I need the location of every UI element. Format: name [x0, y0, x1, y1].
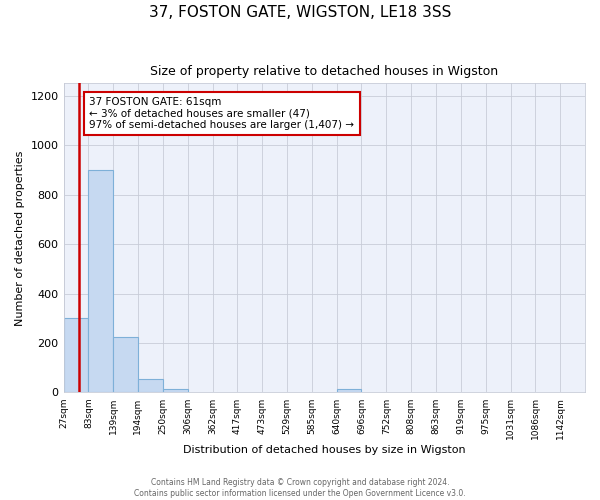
Y-axis label: Number of detached properties: Number of detached properties: [15, 150, 25, 326]
Text: 37, FOSTON GATE, WIGSTON, LE18 3SS: 37, FOSTON GATE, WIGSTON, LE18 3SS: [149, 5, 451, 20]
Bar: [88, 170, 113, 392]
Bar: [138, 379, 163, 392]
Bar: [163, 388, 188, 392]
Bar: [337, 388, 361, 392]
Bar: [64, 318, 88, 392]
Bar: [113, 337, 139, 392]
X-axis label: Distribution of detached houses by size in Wigston: Distribution of detached houses by size …: [183, 445, 466, 455]
Text: 37 FOSTON GATE: 61sqm
← 3% of detached houses are smaller (47)
97% of semi-detac: 37 FOSTON GATE: 61sqm ← 3% of detached h…: [89, 97, 355, 130]
Text: Contains HM Land Registry data © Crown copyright and database right 2024.
Contai: Contains HM Land Registry data © Crown c…: [134, 478, 466, 498]
Title: Size of property relative to detached houses in Wigston: Size of property relative to detached ho…: [150, 65, 499, 78]
